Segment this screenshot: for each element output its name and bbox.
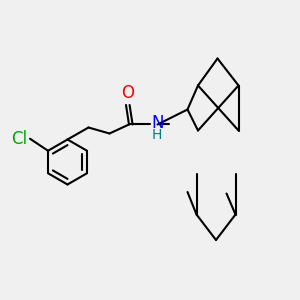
- Text: Cl: Cl: [11, 130, 27, 148]
- Text: N: N: [152, 114, 164, 132]
- Text: O: O: [121, 84, 134, 102]
- Text: H: H: [152, 128, 162, 142]
